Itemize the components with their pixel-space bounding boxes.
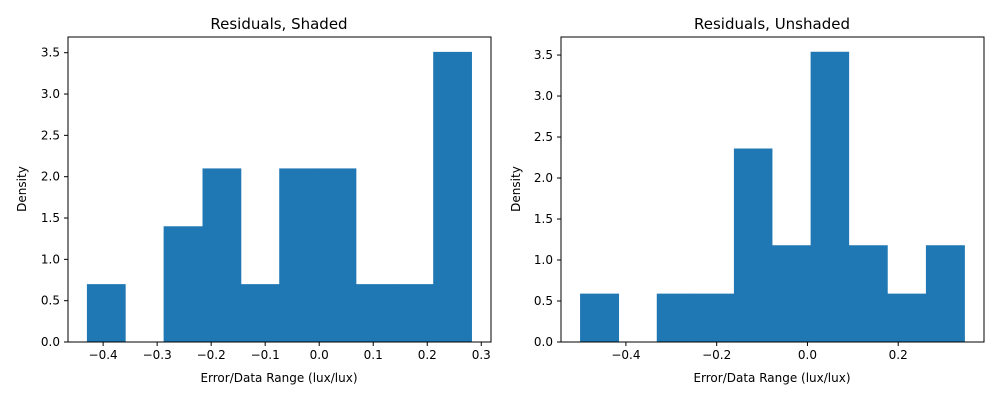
chart-residuals-shaded: Residuals, Shaded Error/Data Range (lux/… [15,15,492,385]
y-axis-ticks: 0.0 0.5 1.0 1.5 2.0 2.5 3.0 3.5 [534,48,561,349]
y-tick-label: 3.5 [41,46,60,60]
histogram-bar [394,284,434,342]
x-tick-label: 0.1 [364,348,383,362]
y-tick-label: 1.0 [534,253,553,267]
plot-frame [560,36,985,343]
histogram-bar [355,284,395,342]
y-axis-label: Density [509,166,523,212]
x-tick-label: 0.2 [418,348,437,362]
x-axis-ticks: −0.4 −0.3 −0.2 −0.1 0.0 0.1 0.2 0.3 [89,342,491,362]
histogram-bar [810,51,850,342]
histogram-bar [656,293,696,342]
histogram-bar [848,245,888,342]
x-tick-label: −0.4 [89,348,118,362]
histogram-bars [580,51,965,342]
histogram-bar [433,51,472,342]
y-axis-label: Density [15,166,29,212]
x-tick-label: −0.2 [197,348,226,362]
y-tick-label: 1.0 [41,252,60,266]
x-axis-label: Error/Data Range (lux/lux) [693,371,850,385]
histogram-bar [733,148,773,342]
x-tick-label: 0.0 [310,348,329,362]
y-tick-label: 3.0 [41,87,60,101]
y-tick-label: 0.5 [534,294,553,308]
histogram-bar [317,168,357,342]
histogram-bar [240,284,280,342]
chart-residuals-unshaded: Residuals, Unshaded Error/Data Range (lu… [509,15,985,385]
y-tick-label: 2.0 [534,171,553,185]
chart-title: Residuals, Unshaded [694,15,850,33]
histogram-bar [925,245,965,342]
histogram-bar [86,284,126,342]
histogram-bar [695,293,735,342]
y-tick-label: 3.5 [534,48,553,62]
x-tick-label: −0.1 [251,348,280,362]
x-axis-ticks: −0.4 −0.2 0.0 0.2 [611,342,908,362]
histogram-bar [163,226,203,342]
x-tick-label: −0.2 [702,348,731,362]
y-tick-label: 0.0 [534,335,553,349]
histogram-bar [772,245,812,342]
y-tick-label: 0.5 [41,294,60,308]
y-axis-ticks: 0.0 0.5 1.0 1.5 2.0 2.5 3.0 3.5 [41,46,68,349]
x-tick-label: 0.2 [889,348,908,362]
y-tick-label: 2.5 [41,128,60,142]
x-tick-label: 0.0 [798,348,817,362]
y-tick-label: 1.5 [41,211,60,225]
x-tick-label: 0.3 [472,348,491,362]
histogram-bar [580,293,620,342]
histogram-bars [86,51,472,342]
chart-title: Residuals, Shaded [210,15,347,33]
y-tick-label: 2.0 [41,170,60,184]
y-tick-label: 3.0 [534,89,553,103]
y-tick-label: 0.0 [41,335,60,349]
x-axis-label: Error/Data Range (lux/lux) [200,371,357,385]
histogram-bar [887,293,927,342]
x-tick-label: −0.4 [611,348,640,362]
y-tick-label: 1.5 [534,212,553,226]
x-tick-label: −0.3 [143,348,172,362]
histogram-bar [279,168,318,342]
y-tick-label: 2.5 [534,130,553,144]
histogram-bar [202,168,242,342]
plot-frame [67,36,492,343]
